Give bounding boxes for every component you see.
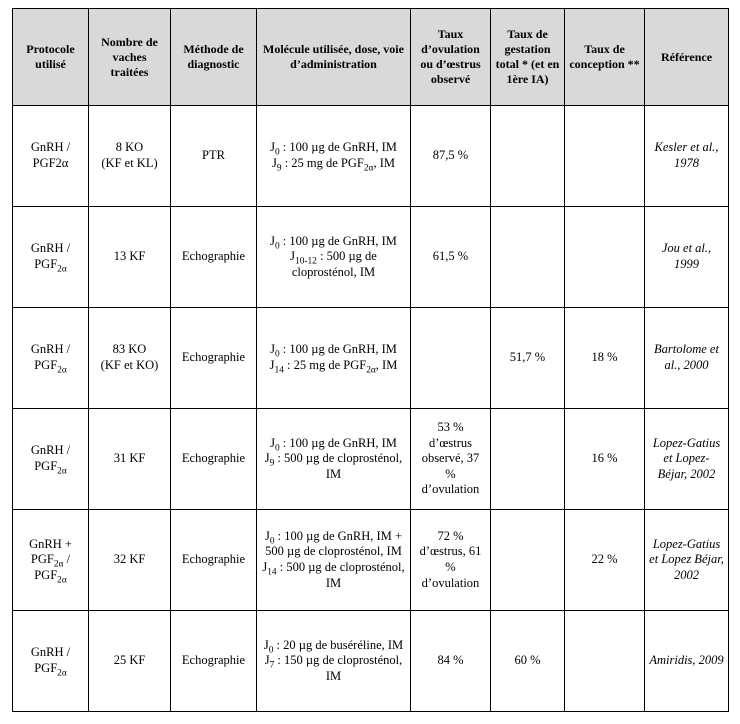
page: Protocole utilisé Nombre de vaches trait… bbox=[0, 0, 740, 724]
cell-conception: 16 % bbox=[565, 409, 645, 510]
table-row: GnRH / PGF2α31 KFEchographieJ0 : 100 µg … bbox=[13, 409, 729, 510]
cell-molecule: J0 : 100 µg de GnRH, IM + 500 µg de clop… bbox=[257, 510, 411, 611]
cell-gestation: 51,7 % bbox=[491, 308, 565, 409]
cell-molecule: J0 : 100 µg de GnRH, IMJ9 : 25 mg de PGF… bbox=[257, 106, 411, 207]
cell-protocole: GnRH + PGF2α / PGF2α bbox=[13, 510, 89, 611]
cell-protocole: GnRH / PGF2α bbox=[13, 611, 89, 712]
cell-protocole: GnRH / PGF2α bbox=[13, 106, 89, 207]
cell-protocole: GnRH / PGF2α bbox=[13, 207, 89, 308]
header-reference: Référence bbox=[645, 9, 729, 106]
header-row: Protocole utilisé Nombre de vaches trait… bbox=[13, 9, 729, 106]
cell-nombre: 83 KO(KF et KO) bbox=[89, 308, 171, 409]
cell-conception: 18 % bbox=[565, 308, 645, 409]
header-gestation: Taux de gestation total * (et en 1ère IA… bbox=[491, 9, 565, 106]
cell-methode: Echographie bbox=[171, 409, 257, 510]
cell-gestation bbox=[491, 207, 565, 308]
cell-methode: Echographie bbox=[171, 207, 257, 308]
header-molecule: Molécule utilisée, dose, voie d’administ… bbox=[257, 9, 411, 106]
cell-conception bbox=[565, 611, 645, 712]
cell-ovulation bbox=[411, 308, 491, 409]
table-row: GnRH / PGF2α8 KO(KF et KL)PTRJ0 : 100 µg… bbox=[13, 106, 729, 207]
cell-ovulation: 53 % d’œstrus observé, 37 % d’ovulation bbox=[411, 409, 491, 510]
cell-reference: Lopez-Gatius et Lopez Béjar, 2002 bbox=[645, 510, 729, 611]
cell-protocole: GnRH / PGF2α bbox=[13, 409, 89, 510]
cell-nombre: 13 KF bbox=[89, 207, 171, 308]
cell-methode: Echographie bbox=[171, 611, 257, 712]
cell-conception bbox=[565, 106, 645, 207]
cell-molecule: J0 : 20 µg de buséréline, IMJ7 : 150 µg … bbox=[257, 611, 411, 712]
cell-methode: PTR bbox=[171, 106, 257, 207]
cell-molecule: J0 : 100 µg de GnRH, IMJ10-12 : 500 µg d… bbox=[257, 207, 411, 308]
table-row: GnRH + PGF2α / PGF2α32 KFEchographieJ0 :… bbox=[13, 510, 729, 611]
cell-ovulation: 72 % d’œstrus, 61 % d’ovulation bbox=[411, 510, 491, 611]
header-conception: Taux de conception ** bbox=[565, 9, 645, 106]
table-row: GnRH / PGF2α25 KFEchographieJ0 : 20 µg d… bbox=[13, 611, 729, 712]
cell-reference: Bartolome et al., 2000 bbox=[645, 308, 729, 409]
header-nombre: Nombre de vaches traitées bbox=[89, 9, 171, 106]
cell-conception bbox=[565, 207, 645, 308]
header-methode: Méthode de diagnostic bbox=[171, 9, 257, 106]
cell-molecule: J0 : 100 µg de GnRH, IMJ14 : 25 mg de PG… bbox=[257, 308, 411, 409]
data-table: Protocole utilisé Nombre de vaches trait… bbox=[12, 8, 729, 712]
cell-ovulation: 84 % bbox=[411, 611, 491, 712]
cell-methode: Echographie bbox=[171, 308, 257, 409]
header-ovulation: Taux d’ovulation ou d’œstrus observé bbox=[411, 9, 491, 106]
cell-molecule: J0 : 100 µg de GnRH, IMJ9 : 500 µg de cl… bbox=[257, 409, 411, 510]
table-row: GnRH / PGF2α83 KO(KF et KO)EchographieJ0… bbox=[13, 308, 729, 409]
cell-nombre: 8 KO(KF et KL) bbox=[89, 106, 171, 207]
cell-reference: Lopez-Gatius et Lopez-Béjar, 2002 bbox=[645, 409, 729, 510]
cell-gestation bbox=[491, 409, 565, 510]
cell-reference: Jou et al., 1999 bbox=[645, 207, 729, 308]
cell-nombre: 31 KF bbox=[89, 409, 171, 510]
cell-methode: Echographie bbox=[171, 510, 257, 611]
table-row: GnRH / PGF2α13 KFEchographieJ0 : 100 µg … bbox=[13, 207, 729, 308]
cell-reference: Amiridis, 2009 bbox=[645, 611, 729, 712]
cell-gestation bbox=[491, 510, 565, 611]
header-protocole: Protocole utilisé bbox=[13, 9, 89, 106]
cell-protocole: GnRH / PGF2α bbox=[13, 308, 89, 409]
cell-gestation: 60 % bbox=[491, 611, 565, 712]
cell-reference: Kesler et al., 1978 bbox=[645, 106, 729, 207]
cell-nombre: 32 KF bbox=[89, 510, 171, 611]
cell-ovulation: 61,5 % bbox=[411, 207, 491, 308]
cell-gestation bbox=[491, 106, 565, 207]
cell-nombre: 25 KF bbox=[89, 611, 171, 712]
cell-ovulation: 87,5 % bbox=[411, 106, 491, 207]
cell-conception: 22 % bbox=[565, 510, 645, 611]
